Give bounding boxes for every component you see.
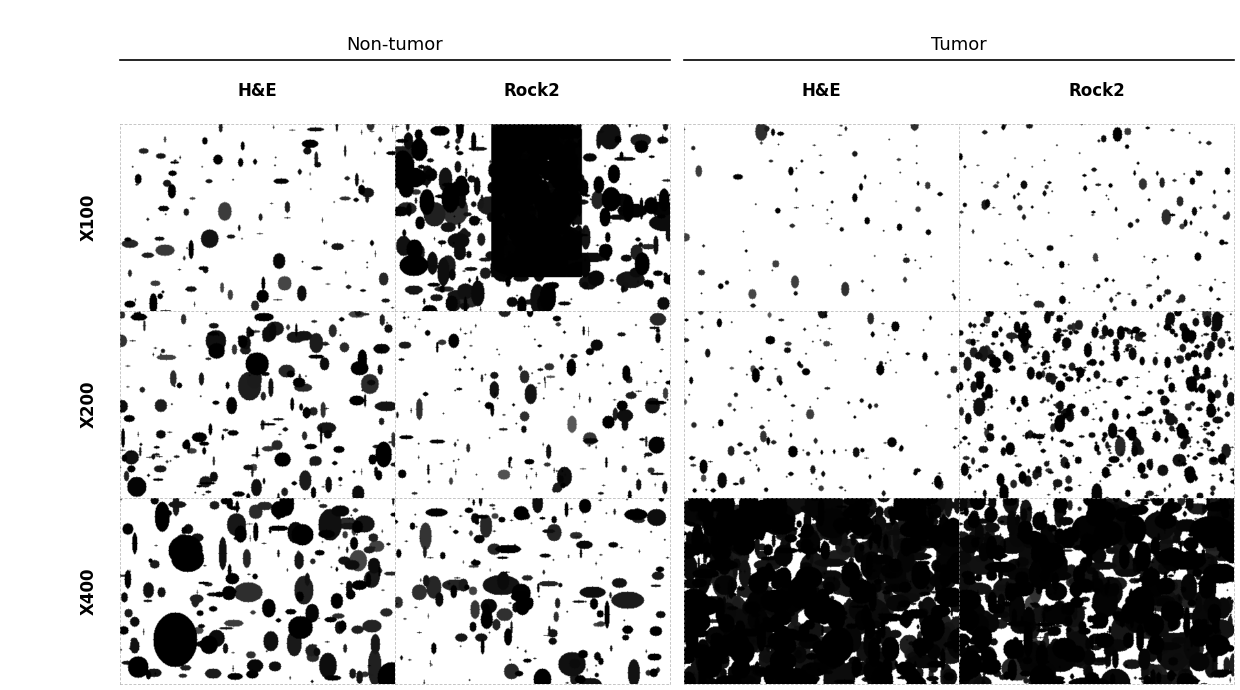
Text: Rock2: Rock2 [1068,82,1125,100]
Text: Non-tumor: Non-tumor [346,36,444,54]
Text: X200: X200 [81,381,98,428]
Text: Tumor: Tumor [931,36,987,54]
Text: Rock2: Rock2 [503,82,560,100]
Text: H&E: H&E [238,82,278,100]
Text: X100: X100 [81,194,98,241]
Text: X400: X400 [81,567,98,615]
Text: H&E: H&E [802,82,842,100]
